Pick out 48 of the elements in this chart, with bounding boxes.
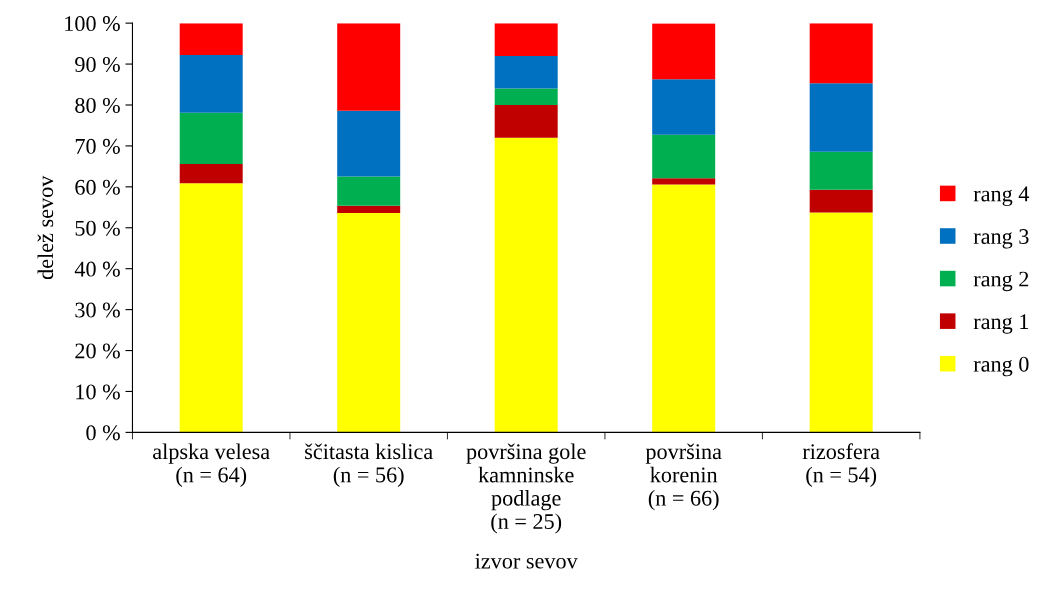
x-tick-label: ščitasta kislica (n = 56) [305,443,433,487]
y-tick-label: 20 % [75,343,120,359]
bar [337,205,401,214]
x-tick-label: površina korenin (n = 66) [645,443,722,511]
y-axis-title: delež sevov [37,175,54,280]
bar [494,104,558,138]
legend-label: rang 0 [973,356,1029,377]
y-tick-label: 30 % [75,302,120,318]
bar [494,23,558,56]
bar [494,88,558,105]
bar [179,163,243,184]
y-tick-label: 10 % [76,384,120,400]
bar [809,83,873,152]
bar [652,23,716,80]
bar [179,23,243,56]
bar [809,189,873,213]
x-tick-label: alpska velesa (n = 64) [153,443,270,487]
y-tick-label: 40 % [74,261,120,277]
bar [179,183,243,433]
y-tick-label: 50 % [75,220,120,236]
bar [652,184,716,433]
bar [337,110,401,177]
bar [652,178,716,185]
y-tick-label: 100 % [65,16,120,32]
bar [494,137,558,433]
bar [337,213,401,433]
y-tick-label: 90 % [75,57,120,73]
bar [337,176,401,206]
y-tick-label: 80 % [75,97,120,113]
x-tick-label: površina gole kamninske podlage (n = 25) [466,443,586,534]
legend-label: rang 3 [973,229,1029,249]
bar [809,151,873,190]
legend-label: rang 2 [973,271,1029,292]
legend-label: rang 4 [973,186,1030,206]
bar [652,79,716,135]
bar [494,55,558,89]
bar [809,212,873,433]
bar [652,134,716,179]
bar [337,23,401,111]
bar [179,112,243,164]
x-axis-title: izvor sevov [475,553,578,569]
x-tick-label: rizosfera (n = 54) [802,443,880,487]
y-tick-label: 0 % [86,425,120,441]
legend-label: rang 1 [973,314,1029,334]
bar [809,23,873,84]
y-tick-label: 60 % [75,179,120,195]
y-tick-label: 70 % [75,138,120,154]
bar [179,55,243,113]
